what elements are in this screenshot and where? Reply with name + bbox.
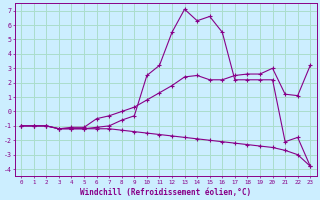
X-axis label: Windchill (Refroidissement éolien,°C): Windchill (Refroidissement éolien,°C) [80,188,251,197]
